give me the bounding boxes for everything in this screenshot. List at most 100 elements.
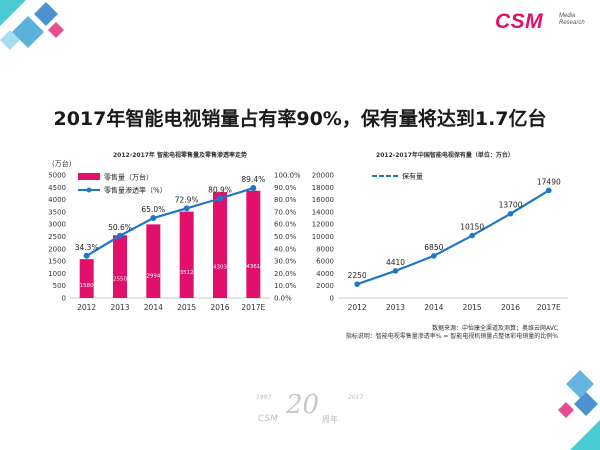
y2-tick-label: 100.0% bbox=[274, 172, 301, 180]
logo-subtitle: Media Research bbox=[559, 13, 585, 26]
y-tick-label: 2500 bbox=[48, 233, 66, 241]
y-tick-label: 10000 bbox=[312, 233, 334, 241]
penetration-data-label: 80.9% bbox=[208, 185, 232, 194]
sales-bar bbox=[113, 235, 127, 298]
y-tick-label: 2000 bbox=[48, 245, 66, 253]
x-tick-label: 2012 bbox=[77, 303, 96, 312]
y2-tick-label: 70.0% bbox=[274, 208, 297, 216]
corner-decoration-top-left bbox=[0, 0, 64, 50]
x-tick-label: 2014 bbox=[424, 303, 443, 312]
y-tick-label: 500 bbox=[53, 282, 66, 290]
y-tick-label: 20000 bbox=[312, 172, 334, 180]
legend-bar-label: 零售量（万台） bbox=[104, 173, 153, 182]
installed-base-point bbox=[507, 210, 514, 217]
x-tick-label: 2015 bbox=[463, 303, 482, 312]
y-tick-label: 8000 bbox=[316, 245, 334, 253]
y2-tick-label: 80.0% bbox=[274, 196, 297, 204]
y2-tick-label: 50.0% bbox=[274, 233, 297, 241]
sales-bar bbox=[179, 211, 194, 298]
penetration-data-label: 50.6% bbox=[108, 223, 132, 232]
x-tick-label: 2016 bbox=[501, 303, 520, 312]
y-tick-label: 18000 bbox=[312, 184, 334, 192]
installed-base-data-label: 6850 bbox=[424, 243, 443, 252]
legend-line-label: 保有量 bbox=[402, 172, 423, 181]
sales-penetration-chart: (万台) 0 500 1000 1500 2000 2500 3000 3500 4000 4500… bbox=[48, 159, 301, 312]
installed-base-chart: 0 2000 4000 6000 8000 10000 12000 14000 16000 180… bbox=[312, 172, 568, 312]
y-tick-label: 1500 bbox=[48, 258, 66, 266]
y-tick-label: 0 bbox=[330, 295, 334, 303]
y-tick-label: 1000 bbox=[48, 270, 66, 278]
logo-wordmark: CSM bbox=[495, 10, 544, 33]
x-tick-label: 2017E bbox=[537, 303, 561, 312]
penetration-point bbox=[150, 215, 157, 222]
penetration-line bbox=[86, 186, 254, 257]
y2-tick-label: 10.0% bbox=[274, 282, 297, 290]
legend-line-label: 零售量渗透率（%） bbox=[104, 186, 167, 195]
installed-base-point bbox=[392, 268, 399, 274]
penetration-data-label: 72.9% bbox=[175, 195, 199, 204]
penetration-data-label: 89.4% bbox=[241, 175, 265, 184]
x-tick-label: 2015 bbox=[177, 303, 196, 312]
y-tick-label: 12000 bbox=[312, 221, 334, 229]
installed-base-data-label: 10150 bbox=[460, 223, 484, 232]
sales-bar bbox=[246, 190, 261, 298]
penetration-point bbox=[83, 252, 90, 259]
y2-tick-label: 0.0% bbox=[274, 295, 292, 303]
y-tick-label: 0 bbox=[62, 295, 66, 303]
source-notes: 数据来源：中怡康全渠道及测算；奥维云网AVC 指标说明：智能电视零售量渗透率% … bbox=[346, 325, 558, 341]
y-tick-label: 3500 bbox=[48, 208, 66, 216]
bar-data-label: 2550 bbox=[113, 276, 127, 282]
watermark-year-end: 2017 bbox=[348, 394, 364, 401]
y2-tick-label: 20.0% bbox=[274, 270, 297, 278]
right-chart-title: 2012-2017年中国智能电视保有量（单位：万台） bbox=[376, 152, 514, 159]
x-tick-label: 2017E bbox=[241, 303, 265, 312]
y-tick-label: 4000 bbox=[48, 196, 66, 204]
bar-data-label: 2994 bbox=[146, 273, 160, 279]
definition-note: 指标说明：智能电视零售量渗透率% = 智能电视机销量占整体彩电销量的比例% bbox=[345, 333, 558, 340]
x-tick-label: 2014 bbox=[144, 303, 163, 312]
legend-line-marker bbox=[86, 187, 92, 193]
installed-base-point bbox=[354, 281, 360, 287]
page-headline: 2017年智能电视销量占有率90%，保有量将达到1.7亿台 bbox=[53, 108, 547, 130]
legend-bar-swatch bbox=[78, 173, 100, 180]
watermark-year-start: 1997 bbox=[256, 394, 272, 401]
y-tick-label: 14000 bbox=[312, 208, 334, 216]
penetration-data-label: 34.3% bbox=[75, 243, 99, 252]
penetration-point bbox=[250, 185, 257, 192]
installed-base-data-label: 2250 bbox=[348, 271, 367, 280]
csm-logo: CSM Media Research bbox=[495, 8, 590, 36]
y-tick-label: 3000 bbox=[48, 221, 66, 229]
penetration-point bbox=[117, 232, 123, 239]
y2-tick-label: 60.0% bbox=[274, 221, 297, 229]
sales-bar bbox=[146, 224, 161, 298]
source-note: 数据来源：中怡康全渠道及测算；奥维云网AVC bbox=[431, 325, 558, 332]
watermark-anniversary-text: 周年 bbox=[322, 415, 338, 424]
bar-data-label: 4303 bbox=[213, 264, 227, 270]
bar-data-label: 4361 bbox=[246, 264, 260, 270]
y2-tick-label: 90.0% bbox=[274, 184, 297, 192]
anniversary-watermark: 1997 20 2017 CSM 周年 bbox=[252, 390, 364, 432]
left-chart-title: 2012-2017年 智能电视零售量及零售渗透率走势 bbox=[113, 152, 247, 159]
penetration-point bbox=[183, 205, 190, 212]
y2-tick-label: 40.0% bbox=[274, 245, 297, 253]
y2-tick-label: 30.0% bbox=[274, 258, 297, 266]
corner-decoration-bottom-right bbox=[558, 370, 600, 450]
installed-base-point bbox=[431, 253, 437, 259]
installed-base-point bbox=[469, 232, 475, 239]
bar-data-label: 3512 bbox=[180, 270, 194, 276]
penetration-data-label: 65.0% bbox=[141, 205, 165, 214]
y-tick-label: 6000 bbox=[316, 258, 334, 266]
watermark-brand: CSM bbox=[258, 414, 278, 424]
y-tick-label: 2000 bbox=[316, 282, 334, 290]
watermark-number: 20 bbox=[286, 390, 320, 420]
x-tick-label: 2013 bbox=[386, 303, 405, 312]
installed-base-data-label: 13700 bbox=[499, 201, 523, 210]
installed-base-data-label: 17490 bbox=[537, 177, 561, 186]
penetration-point bbox=[217, 195, 223, 202]
sales-bar bbox=[213, 192, 227, 298]
y-tick-label: 4000 bbox=[316, 270, 334, 278]
x-tick-label: 2012 bbox=[348, 303, 367, 312]
y-tick-label: 4500 bbox=[48, 184, 66, 192]
y-tick-label: 5000 bbox=[48, 172, 66, 180]
installed-base-line bbox=[356, 189, 550, 286]
